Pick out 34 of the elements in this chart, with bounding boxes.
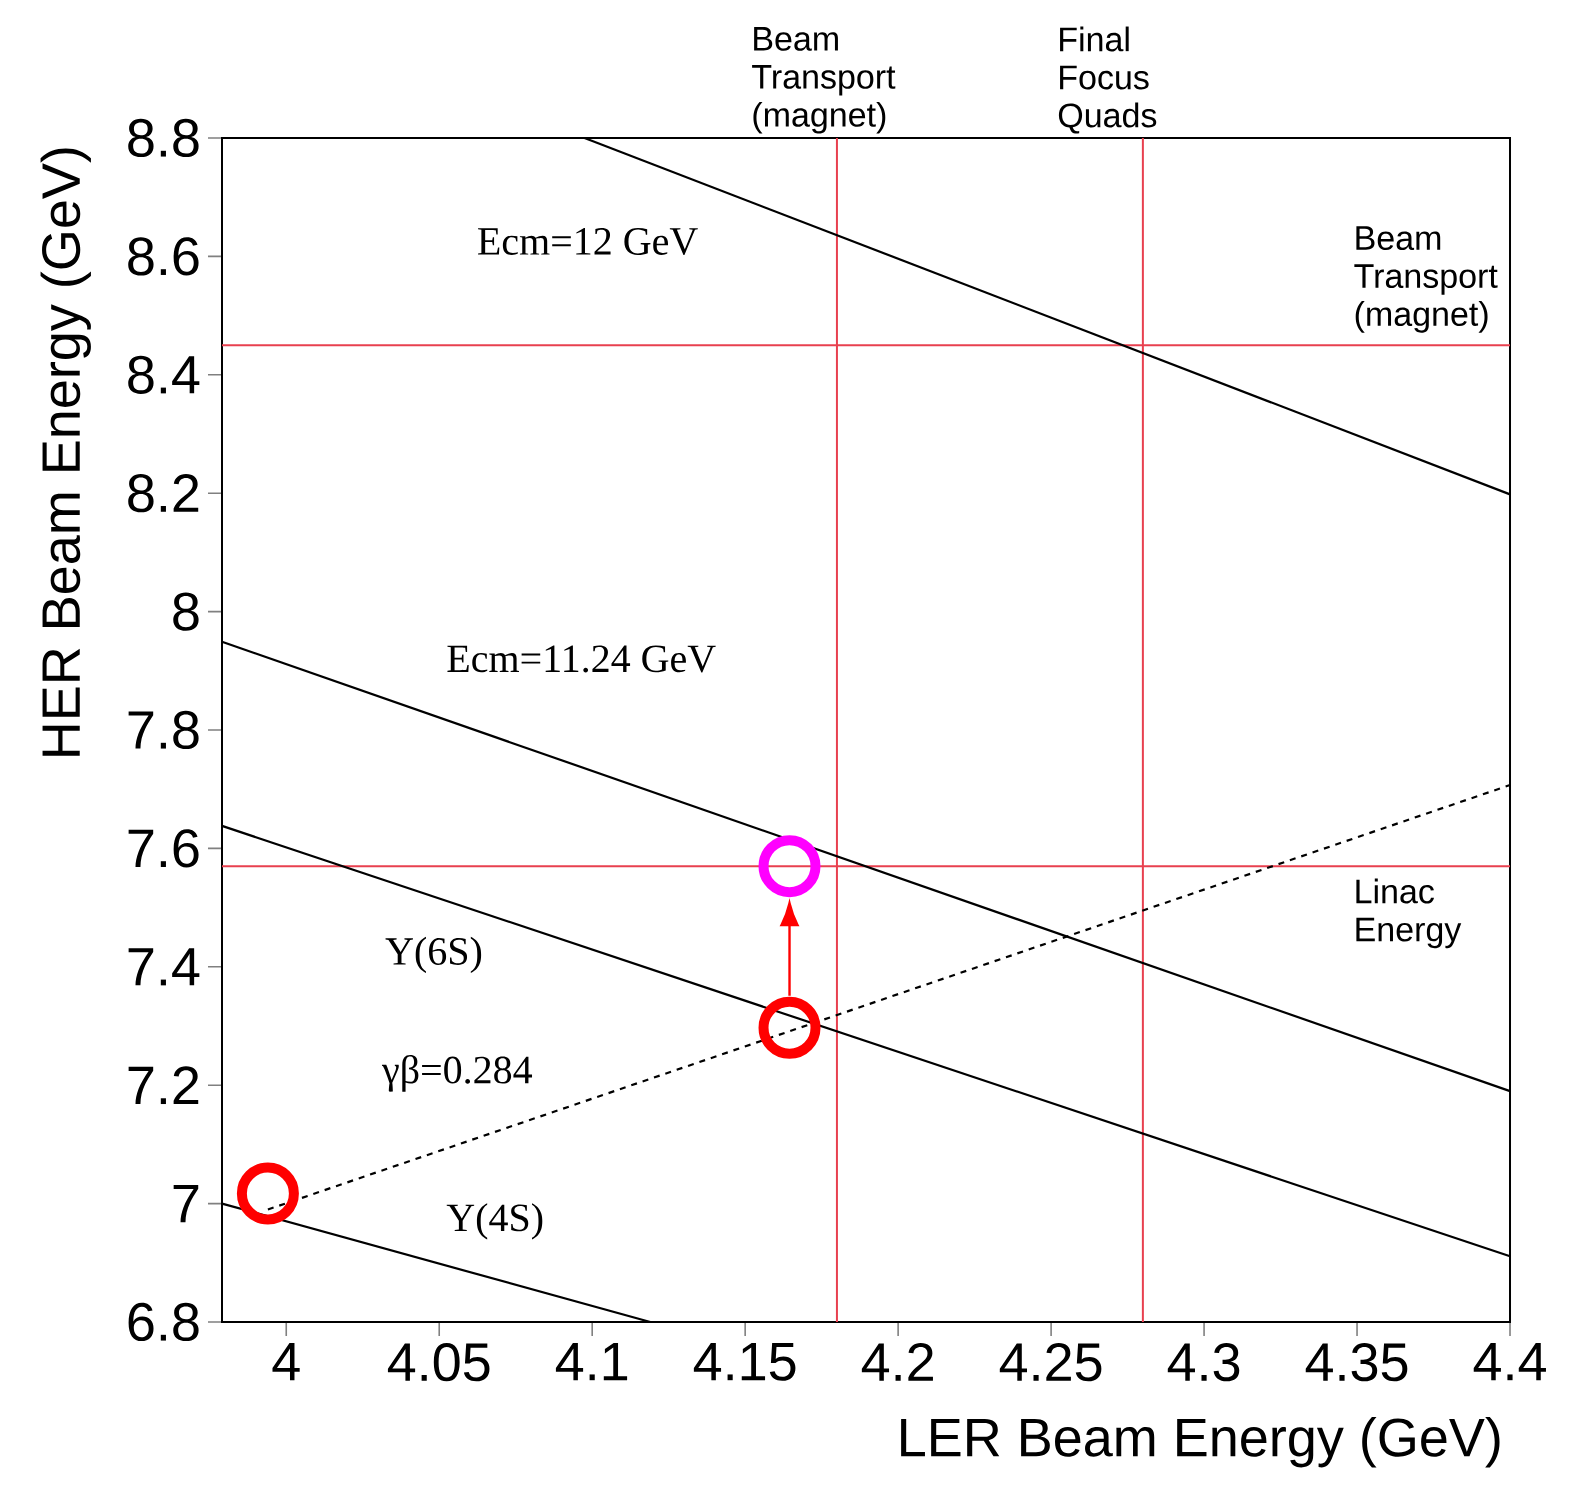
ref-line-label: Beam Transport (magnet) [1354, 226, 1498, 333]
x-tick-label: 4.15 [693, 1343, 796, 1381]
x-tick-label: 4.25 [999, 1343, 1102, 1382]
annotation: Ecm=11.24 GeV [447, 645, 716, 673]
x-tick-label: 4.4 [1473, 1343, 1546, 1381]
y-tick-label: 7 [173, 1184, 199, 1223]
y-tick-label: 8.2 [128, 474, 199, 513]
y-tick-label: 8.4 [128, 355, 200, 394]
x-tick-label: 4.2 [861, 1343, 933, 1381]
annotation: Ecm=12 GeV [478, 228, 698, 256]
x-tick-label: 4.1 [555, 1343, 628, 1381]
y-tick-label: 8.6 [128, 237, 199, 276]
annotation: Υ(4S) [446, 1203, 543, 1240]
y-axis-title: HER Beam Energy (GeV) [40, 148, 91, 756]
x-tick-label: 4.3 [1167, 1343, 1240, 1382]
x-tick-label: 4.35 [1305, 1343, 1408, 1382]
y-tick-label: 7.2 [128, 1066, 199, 1105]
y-tick-label: 6.8 [128, 1302, 199, 1342]
ref-line-label: Beam Transport (magnet) [752, 27, 896, 134]
ref-line-label: Final Focus Quads [1058, 26, 1157, 134]
y-tick-label: 7.6 [128, 829, 199, 868]
x-tick-label: 4.05 [387, 1343, 490, 1382]
annotation: Υ(6S) [385, 936, 482, 974]
ref-line-label: Linac Energy [1356, 878, 1462, 949]
point [236, 1162, 299, 1225]
point [758, 835, 821, 898]
y-tick-label: 8.8 [128, 118, 199, 158]
x-axis-title: LER Beam Energy (GeV) [901, 1417, 1500, 1468]
y-tick-label: 8 [173, 592, 199, 631]
annotation: γβ=0.284 [381, 1055, 533, 1092]
y-tick-label: 7.8 [128, 710, 199, 750]
y-tick-label: 7.4 [128, 948, 200, 986]
point [758, 996, 821, 1059]
x-tick-label: 4 [272, 1343, 300, 1381]
